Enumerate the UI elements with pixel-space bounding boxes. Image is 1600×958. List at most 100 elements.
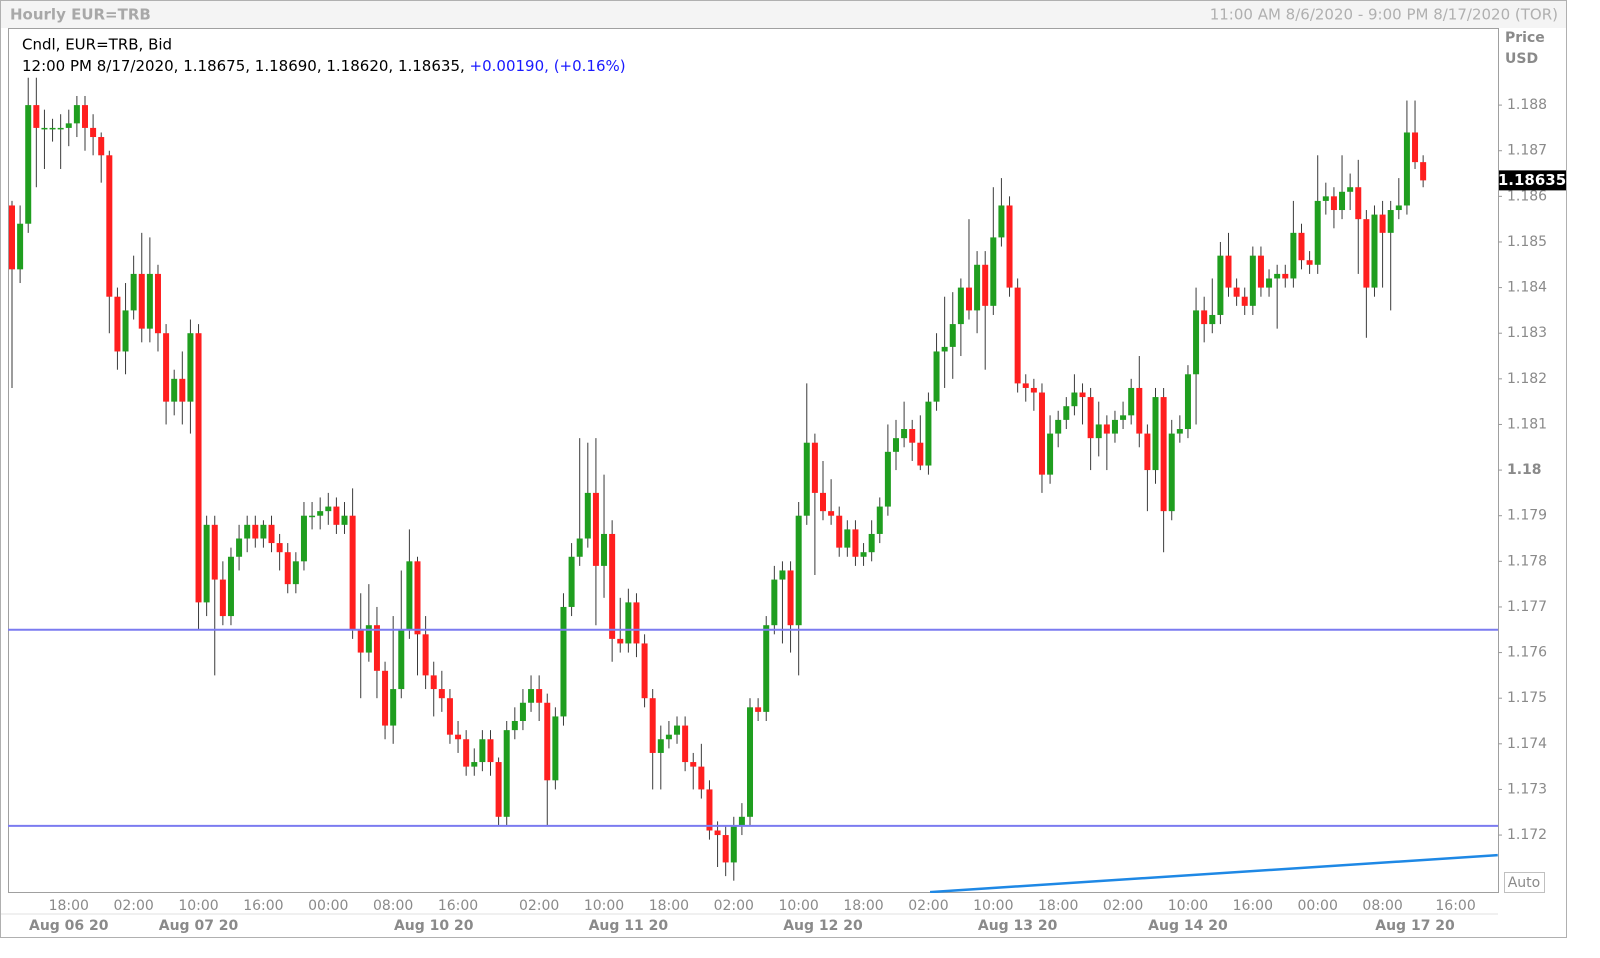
scale-mode-box[interactable] xyxy=(1504,872,1545,893)
x-tick-label: 16:00 xyxy=(1233,898,1273,914)
candle-body xyxy=(1274,273,1281,279)
x-date-label: Aug 11 20 xyxy=(589,918,669,934)
y-tick-label: 1.18 xyxy=(1507,462,1542,478)
candle-body xyxy=(1282,273,1289,279)
candle-body xyxy=(479,739,486,763)
y-tick-label: 1.177 xyxy=(1507,599,1547,615)
candle-body xyxy=(236,538,243,557)
candle-body xyxy=(130,273,137,311)
candle-body xyxy=(787,570,794,626)
candle-body xyxy=(511,721,518,731)
readout-change-pct: (+0.16%) xyxy=(554,57,626,75)
x-tick-label: 18:00 xyxy=(649,898,689,914)
candle-body xyxy=(690,762,697,767)
series-label: Cndl, EUR=TRB, Bid xyxy=(22,36,172,54)
candle-body xyxy=(341,515,348,525)
x-tick-label: 00:00 xyxy=(308,898,348,914)
readout-high: 1.18690, xyxy=(255,57,322,75)
candle-body xyxy=(1403,132,1410,206)
candle-body xyxy=(519,702,526,722)
x-tick-label: 08:00 xyxy=(373,898,413,914)
candle-body xyxy=(1184,374,1191,430)
candle-body xyxy=(714,830,721,836)
candle-body xyxy=(154,273,161,334)
candle-body xyxy=(187,333,194,402)
candle-body xyxy=(357,629,364,653)
candle-body xyxy=(203,524,210,603)
candle-body xyxy=(1395,205,1402,211)
candle-body xyxy=(601,533,608,566)
x-tick-label: 10:00 xyxy=(584,898,624,914)
candle-body xyxy=(414,561,421,635)
candle-body xyxy=(1079,392,1086,398)
candle-body xyxy=(925,401,932,466)
candle-body xyxy=(1176,429,1183,434)
candle-body xyxy=(747,707,754,817)
candle-body xyxy=(649,698,656,753)
chart-title: Hourly EUR=TRB xyxy=(10,6,151,24)
candle-body xyxy=(560,606,567,717)
candle-body xyxy=(325,506,332,512)
candle-body xyxy=(941,346,948,352)
candle-body xyxy=(438,689,445,699)
candle-body xyxy=(1047,433,1054,475)
candle-body xyxy=(568,556,575,607)
candle-body xyxy=(1193,310,1200,375)
x-tick-label: 10:00 xyxy=(778,898,818,914)
candle-body xyxy=(1071,392,1078,407)
candle-body xyxy=(949,324,956,347)
candle-body xyxy=(33,105,40,128)
candle-body xyxy=(211,524,218,580)
candle-body xyxy=(179,378,186,402)
y-tick-label: 1.176 xyxy=(1507,645,1547,661)
x-tick-label: 02:00 xyxy=(519,898,559,914)
candle-body xyxy=(625,602,632,644)
x-date-label: Aug 17 20 xyxy=(1375,918,1455,934)
candle-body xyxy=(674,725,681,735)
x-date-label: Aug 10 20 xyxy=(394,918,474,934)
candle-body xyxy=(1387,210,1394,233)
candle-body xyxy=(1209,314,1216,325)
x-tick-label: 02:00 xyxy=(1103,898,1143,914)
candle-body xyxy=(122,310,129,352)
candle-body xyxy=(860,552,867,557)
candle-body xyxy=(584,492,591,539)
candle-body xyxy=(1225,255,1232,288)
plot-area xyxy=(8,28,1499,893)
candle-body xyxy=(933,351,940,402)
candle-body xyxy=(536,689,543,703)
candle-body xyxy=(1063,406,1070,420)
readout-low: 1.18620, xyxy=(326,57,393,75)
candle-body xyxy=(317,511,324,516)
candle-body xyxy=(1136,387,1143,434)
x-tick-label: 16:00 xyxy=(1435,898,1475,914)
candle-body xyxy=(552,716,559,781)
candle-body xyxy=(852,529,859,557)
last-price-tag xyxy=(1499,170,1566,191)
candle-body xyxy=(114,296,121,352)
candle-body xyxy=(617,638,624,644)
candle-body xyxy=(1241,296,1248,306)
candle-body xyxy=(495,762,502,817)
candle-body xyxy=(446,698,453,735)
candle-body xyxy=(163,333,170,402)
candle-body xyxy=(1217,255,1224,315)
candle-body xyxy=(406,561,413,630)
y-tick-label: 1.173 xyxy=(1507,781,1547,797)
candle-body xyxy=(1249,255,1256,306)
candle-body xyxy=(836,515,843,548)
candle-body xyxy=(398,629,405,690)
candle-body xyxy=(609,533,616,639)
readout: 12:00 PM 8/17/2020, 1.18675, 1.18690, 1.… xyxy=(22,57,626,75)
x-tick-label: 10:00 xyxy=(973,898,1013,914)
candle-body xyxy=(1322,196,1329,201)
x-date-label: Aug 12 20 xyxy=(783,918,863,934)
candle-body xyxy=(455,734,462,740)
y-tick-label: 1.182 xyxy=(1507,371,1547,387)
candle-body xyxy=(1160,397,1167,512)
y-tick-label: 1.185 xyxy=(1507,234,1547,250)
candle-body xyxy=(309,515,316,518)
x-date-label: Aug 14 20 xyxy=(1148,918,1228,934)
header-bar xyxy=(1,1,1566,28)
scale-mode[interactable]: Auto xyxy=(1508,875,1541,891)
